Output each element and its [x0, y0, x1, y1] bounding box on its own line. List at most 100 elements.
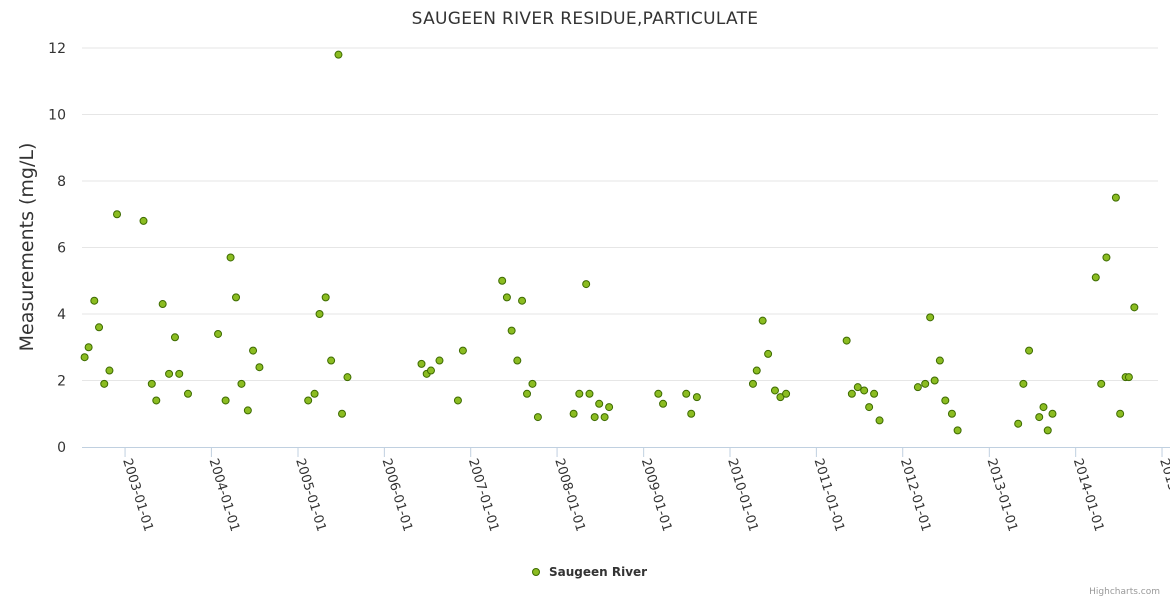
data-point[interactable] — [930, 376, 939, 385]
data-point[interactable] — [947, 409, 956, 418]
data-point[interactable] — [1025, 346, 1034, 355]
data-point[interactable] — [152, 396, 161, 405]
legend[interactable]: Saugeen River — [532, 565, 648, 579]
credits-link[interactable]: Highcharts.com — [1089, 587, 1160, 597]
data-point[interactable] — [165, 369, 174, 378]
data-point[interactable] — [1102, 253, 1111, 262]
data-point[interactable] — [860, 386, 869, 395]
data-point[interactable] — [237, 379, 246, 388]
data-point[interactable] — [513, 356, 522, 365]
data-point[interactable] — [842, 336, 851, 345]
data-point[interactable] — [426, 366, 435, 375]
data-point[interactable] — [95, 323, 104, 332]
data-point[interactable] — [80, 353, 89, 362]
y-tick-label: 10 — [48, 108, 66, 124]
legend-item-saugeen-river[interactable]: Saugeen River — [549, 565, 647, 579]
data-point[interactable] — [847, 389, 856, 398]
data-point[interactable] — [255, 363, 264, 372]
data-point[interactable] — [304, 396, 313, 405]
data-point[interactable] — [498, 276, 507, 285]
data-point[interactable] — [585, 389, 594, 398]
data-point[interactable] — [682, 389, 691, 398]
data-point[interactable] — [941, 396, 950, 405]
data-point[interactable] — [232, 293, 241, 302]
data-point[interactable] — [147, 379, 156, 388]
data-point[interactable] — [533, 413, 542, 422]
data-point[interactable] — [343, 373, 352, 382]
data-point[interactable] — [338, 409, 347, 418]
data-point[interactable] — [315, 310, 324, 318]
data-point[interactable] — [865, 403, 874, 412]
data-point[interactable] — [158, 300, 167, 309]
data-point[interactable] — [84, 343, 93, 352]
data-point[interactable] — [1091, 273, 1100, 282]
data-point[interactable] — [1048, 409, 1057, 418]
data-point[interactable] — [1019, 379, 1028, 388]
data-point[interactable] — [528, 379, 537, 388]
data-point[interactable] — [221, 396, 230, 405]
data-point[interactable] — [752, 366, 761, 375]
data-point[interactable] — [1111, 193, 1120, 202]
data-point[interactable] — [758, 316, 767, 325]
data-point[interactable] — [327, 356, 336, 365]
data-point[interactable] — [853, 383, 862, 392]
data-point[interactable] — [875, 416, 884, 425]
legend-marker-icon[interactable] — [532, 568, 540, 576]
data-point[interactable] — [935, 356, 944, 365]
data-point[interactable] — [249, 346, 258, 355]
data-point[interactable] — [764, 349, 773, 358]
data-point[interactable] — [595, 399, 604, 408]
data-point[interactable] — [692, 393, 701, 402]
data-point[interactable] — [569, 409, 578, 418]
data-point[interactable] — [1014, 419, 1023, 428]
data-point[interactable] — [770, 386, 779, 395]
data-point[interactable] — [870, 389, 879, 398]
data-point[interactable] — [334, 50, 343, 59]
data-point[interactable] — [1043, 426, 1052, 435]
data-point[interactable] — [913, 383, 922, 392]
data-point[interactable] — [605, 403, 614, 412]
data-point[interactable] — [687, 409, 696, 418]
data-point[interactable] — [139, 216, 148, 225]
data-point[interactable] — [600, 413, 609, 422]
data-point[interactable] — [953, 426, 962, 435]
series-saugeen-river[interactable] — [80, 50, 1139, 435]
data-point[interactable] — [105, 366, 114, 375]
data-point[interactable] — [921, 379, 930, 388]
data-point[interactable] — [1039, 403, 1048, 412]
data-point[interactable] — [926, 313, 935, 322]
data-point[interactable] — [748, 379, 757, 388]
data-point[interactable] — [113, 210, 122, 219]
data-point[interactable] — [523, 389, 532, 398]
data-point[interactable] — [170, 333, 179, 342]
data-point[interactable] — [582, 280, 591, 289]
data-point[interactable] — [1124, 373, 1133, 382]
data-point[interactable] — [90, 296, 99, 305]
data-point[interactable] — [100, 379, 109, 388]
data-point[interactable] — [1116, 409, 1125, 418]
data-point[interactable] — [1097, 379, 1106, 388]
data-point[interactable] — [453, 396, 462, 405]
data-point[interactable] — [175, 369, 184, 378]
data-point[interactable] — [782, 389, 791, 398]
data-point[interactable] — [1130, 303, 1139, 312]
data-point[interactable] — [590, 413, 599, 422]
data-point[interactable] — [226, 253, 235, 262]
data-point[interactable] — [458, 346, 467, 355]
data-point[interactable] — [507, 326, 516, 335]
data-point[interactable] — [243, 406, 252, 415]
data-point[interactable] — [575, 389, 584, 398]
data-point[interactable] — [310, 389, 319, 398]
data-point[interactable] — [1035, 413, 1044, 422]
data-point[interactable] — [435, 356, 444, 365]
data-point[interactable] — [654, 389, 663, 398]
data-point[interactable] — [659, 399, 668, 408]
data-point[interactable] — [518, 296, 527, 305]
data-point[interactable] — [502, 293, 511, 302]
data-point[interactable] — [321, 293, 330, 302]
data-point[interactable] — [417, 359, 426, 368]
x-tick-label: 2004-01-01 — [206, 457, 242, 534]
data-point[interactable] — [214, 329, 223, 338]
data-point[interactable] — [183, 389, 192, 398]
